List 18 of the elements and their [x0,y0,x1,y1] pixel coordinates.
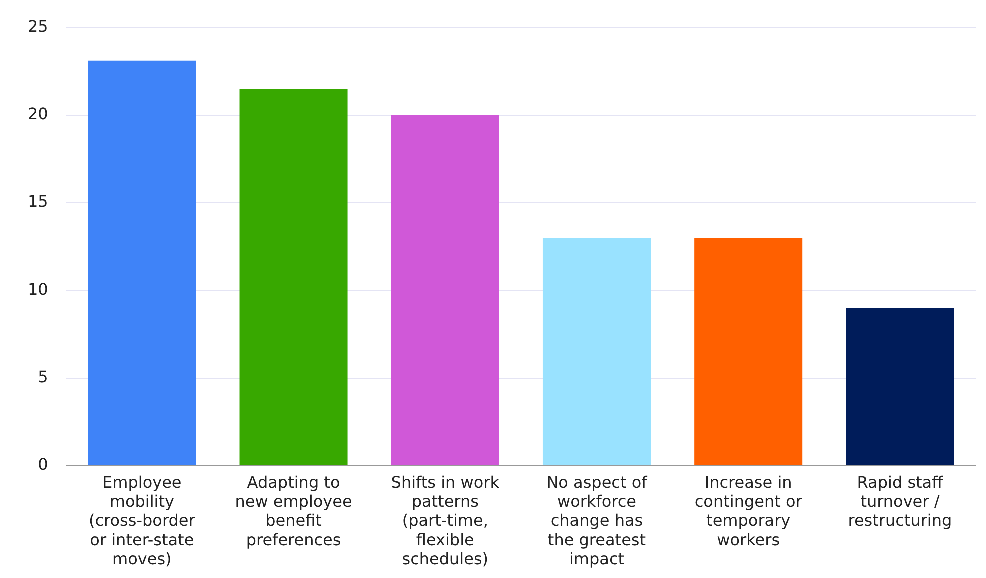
x-tick-label: Employee mobility (cross-border or inter-state moves) [89,472,196,569]
y-tick-label: 15 [28,192,48,212]
x-tick-label: Rapid staff turnover / restructuring [848,472,952,530]
bar [391,115,500,466]
bar [694,238,803,466]
bar [88,60,196,466]
x-tick-label: Increase in contingent or temporary workers [694,472,803,550]
x-tick-label: Shifts in work patterns (part-time, flexible schedules) [391,472,500,569]
bar [846,308,954,466]
y-tick-label: 5 [38,367,48,386]
bar [542,238,651,466]
y-tick-label: 20 [28,104,48,124]
x-tick-label: No aspect of workforce change has the greatest impact [546,472,648,569]
x-tick-label: Adapting to new employee benefit preferences [235,472,352,550]
bar [240,88,348,466]
y-tick-label: 0 [38,455,48,474]
y-tick-label: 10 [28,280,48,299]
y-tick-label: 25 [28,16,48,36]
